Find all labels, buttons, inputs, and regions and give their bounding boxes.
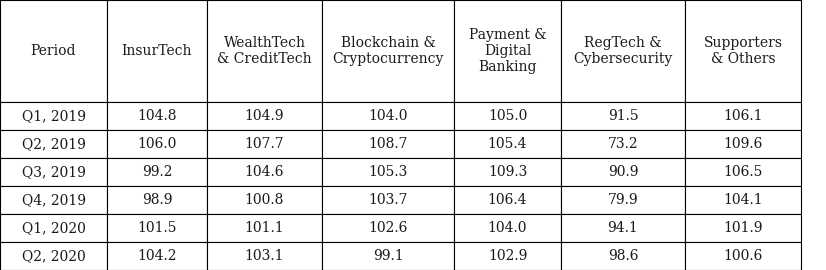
Text: 104.2: 104.2 — [137, 249, 177, 263]
Text: 101.5: 101.5 — [137, 221, 177, 235]
Bar — [322, 0, 454, 102]
Bar — [322, 102, 454, 130]
Bar — [322, 242, 454, 270]
Text: 79.9: 79.9 — [608, 193, 638, 207]
Text: 108.7: 108.7 — [368, 137, 408, 151]
Bar — [454, 158, 561, 186]
Bar — [107, 214, 207, 242]
Text: Q4, 2019: Q4, 2019 — [21, 193, 86, 207]
Bar — [561, 130, 685, 158]
Text: Blockchain &
Cryptocurrency: Blockchain & Cryptocurrency — [332, 36, 444, 66]
Bar — [685, 242, 801, 270]
Text: 107.7: 107.7 — [244, 137, 284, 151]
Text: 103.1: 103.1 — [244, 249, 284, 263]
Bar — [0, 186, 107, 214]
Text: 91.5: 91.5 — [608, 109, 638, 123]
Bar — [561, 102, 685, 130]
Bar — [322, 130, 454, 158]
Bar — [107, 102, 207, 130]
Text: 104.8: 104.8 — [137, 109, 177, 123]
Bar — [561, 0, 685, 102]
Text: 90.9: 90.9 — [608, 165, 638, 179]
Text: 102.9: 102.9 — [488, 249, 527, 263]
Bar — [107, 158, 207, 186]
Bar — [561, 214, 685, 242]
Bar — [322, 158, 454, 186]
Bar — [685, 102, 801, 130]
Text: 106.1: 106.1 — [724, 109, 762, 123]
Bar — [0, 214, 107, 242]
Bar — [207, 130, 322, 158]
Bar — [0, 130, 107, 158]
Text: 109.3: 109.3 — [488, 165, 527, 179]
Bar — [454, 242, 561, 270]
Text: 102.6: 102.6 — [368, 221, 408, 235]
Bar — [685, 0, 801, 102]
Text: Payment &
Digital
Banking: Payment & Digital Banking — [468, 28, 546, 74]
Bar — [0, 102, 107, 130]
Text: 104.1: 104.1 — [724, 193, 763, 207]
Bar — [561, 158, 685, 186]
Text: 100.8: 100.8 — [244, 193, 284, 207]
Bar — [322, 186, 454, 214]
Bar — [454, 0, 561, 102]
Text: 99.1: 99.1 — [373, 249, 403, 263]
Bar — [454, 102, 561, 130]
Bar — [322, 214, 454, 242]
Text: InsurTech: InsurTech — [121, 44, 192, 58]
Text: RegTech &
Cybersecurity: RegTech & Cybersecurity — [573, 36, 672, 66]
Bar — [685, 130, 801, 158]
Text: 98.9: 98.9 — [142, 193, 173, 207]
Bar — [207, 102, 322, 130]
Text: Q1, 2020: Q1, 2020 — [21, 221, 85, 235]
Text: Q2, 2020: Q2, 2020 — [21, 249, 85, 263]
Text: Q3, 2019: Q3, 2019 — [21, 165, 85, 179]
Text: 105.4: 105.4 — [487, 137, 527, 151]
Text: 101.1: 101.1 — [244, 221, 284, 235]
Text: Q2, 2019: Q2, 2019 — [21, 137, 85, 151]
Bar — [107, 186, 207, 214]
Text: 109.6: 109.6 — [724, 137, 762, 151]
Bar — [685, 158, 801, 186]
Text: 106.0: 106.0 — [137, 137, 177, 151]
Text: Period: Period — [31, 44, 76, 58]
Bar — [207, 242, 322, 270]
Bar — [107, 0, 207, 102]
Text: 94.1: 94.1 — [608, 221, 638, 235]
Bar — [207, 186, 322, 214]
Bar — [454, 130, 561, 158]
Bar — [0, 242, 107, 270]
Bar — [0, 0, 107, 102]
Bar — [207, 158, 322, 186]
Text: 73.2: 73.2 — [608, 137, 638, 151]
Text: Q1, 2019: Q1, 2019 — [21, 109, 86, 123]
Text: 104.6: 104.6 — [244, 165, 284, 179]
Text: WealthTech
& CreditTech: WealthTech & CreditTech — [217, 36, 311, 66]
Text: 104.0: 104.0 — [368, 109, 408, 123]
Text: 103.7: 103.7 — [368, 193, 408, 207]
Bar — [685, 186, 801, 214]
Text: 104.9: 104.9 — [244, 109, 284, 123]
Bar — [561, 186, 685, 214]
Bar — [107, 242, 207, 270]
Text: 100.6: 100.6 — [724, 249, 762, 263]
Bar — [107, 130, 207, 158]
Text: 104.0: 104.0 — [487, 221, 527, 235]
Bar — [685, 214, 801, 242]
Text: Supporters
& Others: Supporters & Others — [704, 36, 782, 66]
Text: 106.4: 106.4 — [487, 193, 527, 207]
Text: 105.3: 105.3 — [368, 165, 408, 179]
Bar — [207, 0, 322, 102]
Text: 105.0: 105.0 — [488, 109, 527, 123]
Bar — [454, 186, 561, 214]
Text: 99.2: 99.2 — [142, 165, 173, 179]
Text: 101.9: 101.9 — [724, 221, 762, 235]
Bar — [207, 214, 322, 242]
Bar — [561, 242, 685, 270]
Bar — [454, 214, 561, 242]
Text: 98.6: 98.6 — [608, 249, 638, 263]
Text: 106.5: 106.5 — [724, 165, 762, 179]
Bar — [0, 158, 107, 186]
